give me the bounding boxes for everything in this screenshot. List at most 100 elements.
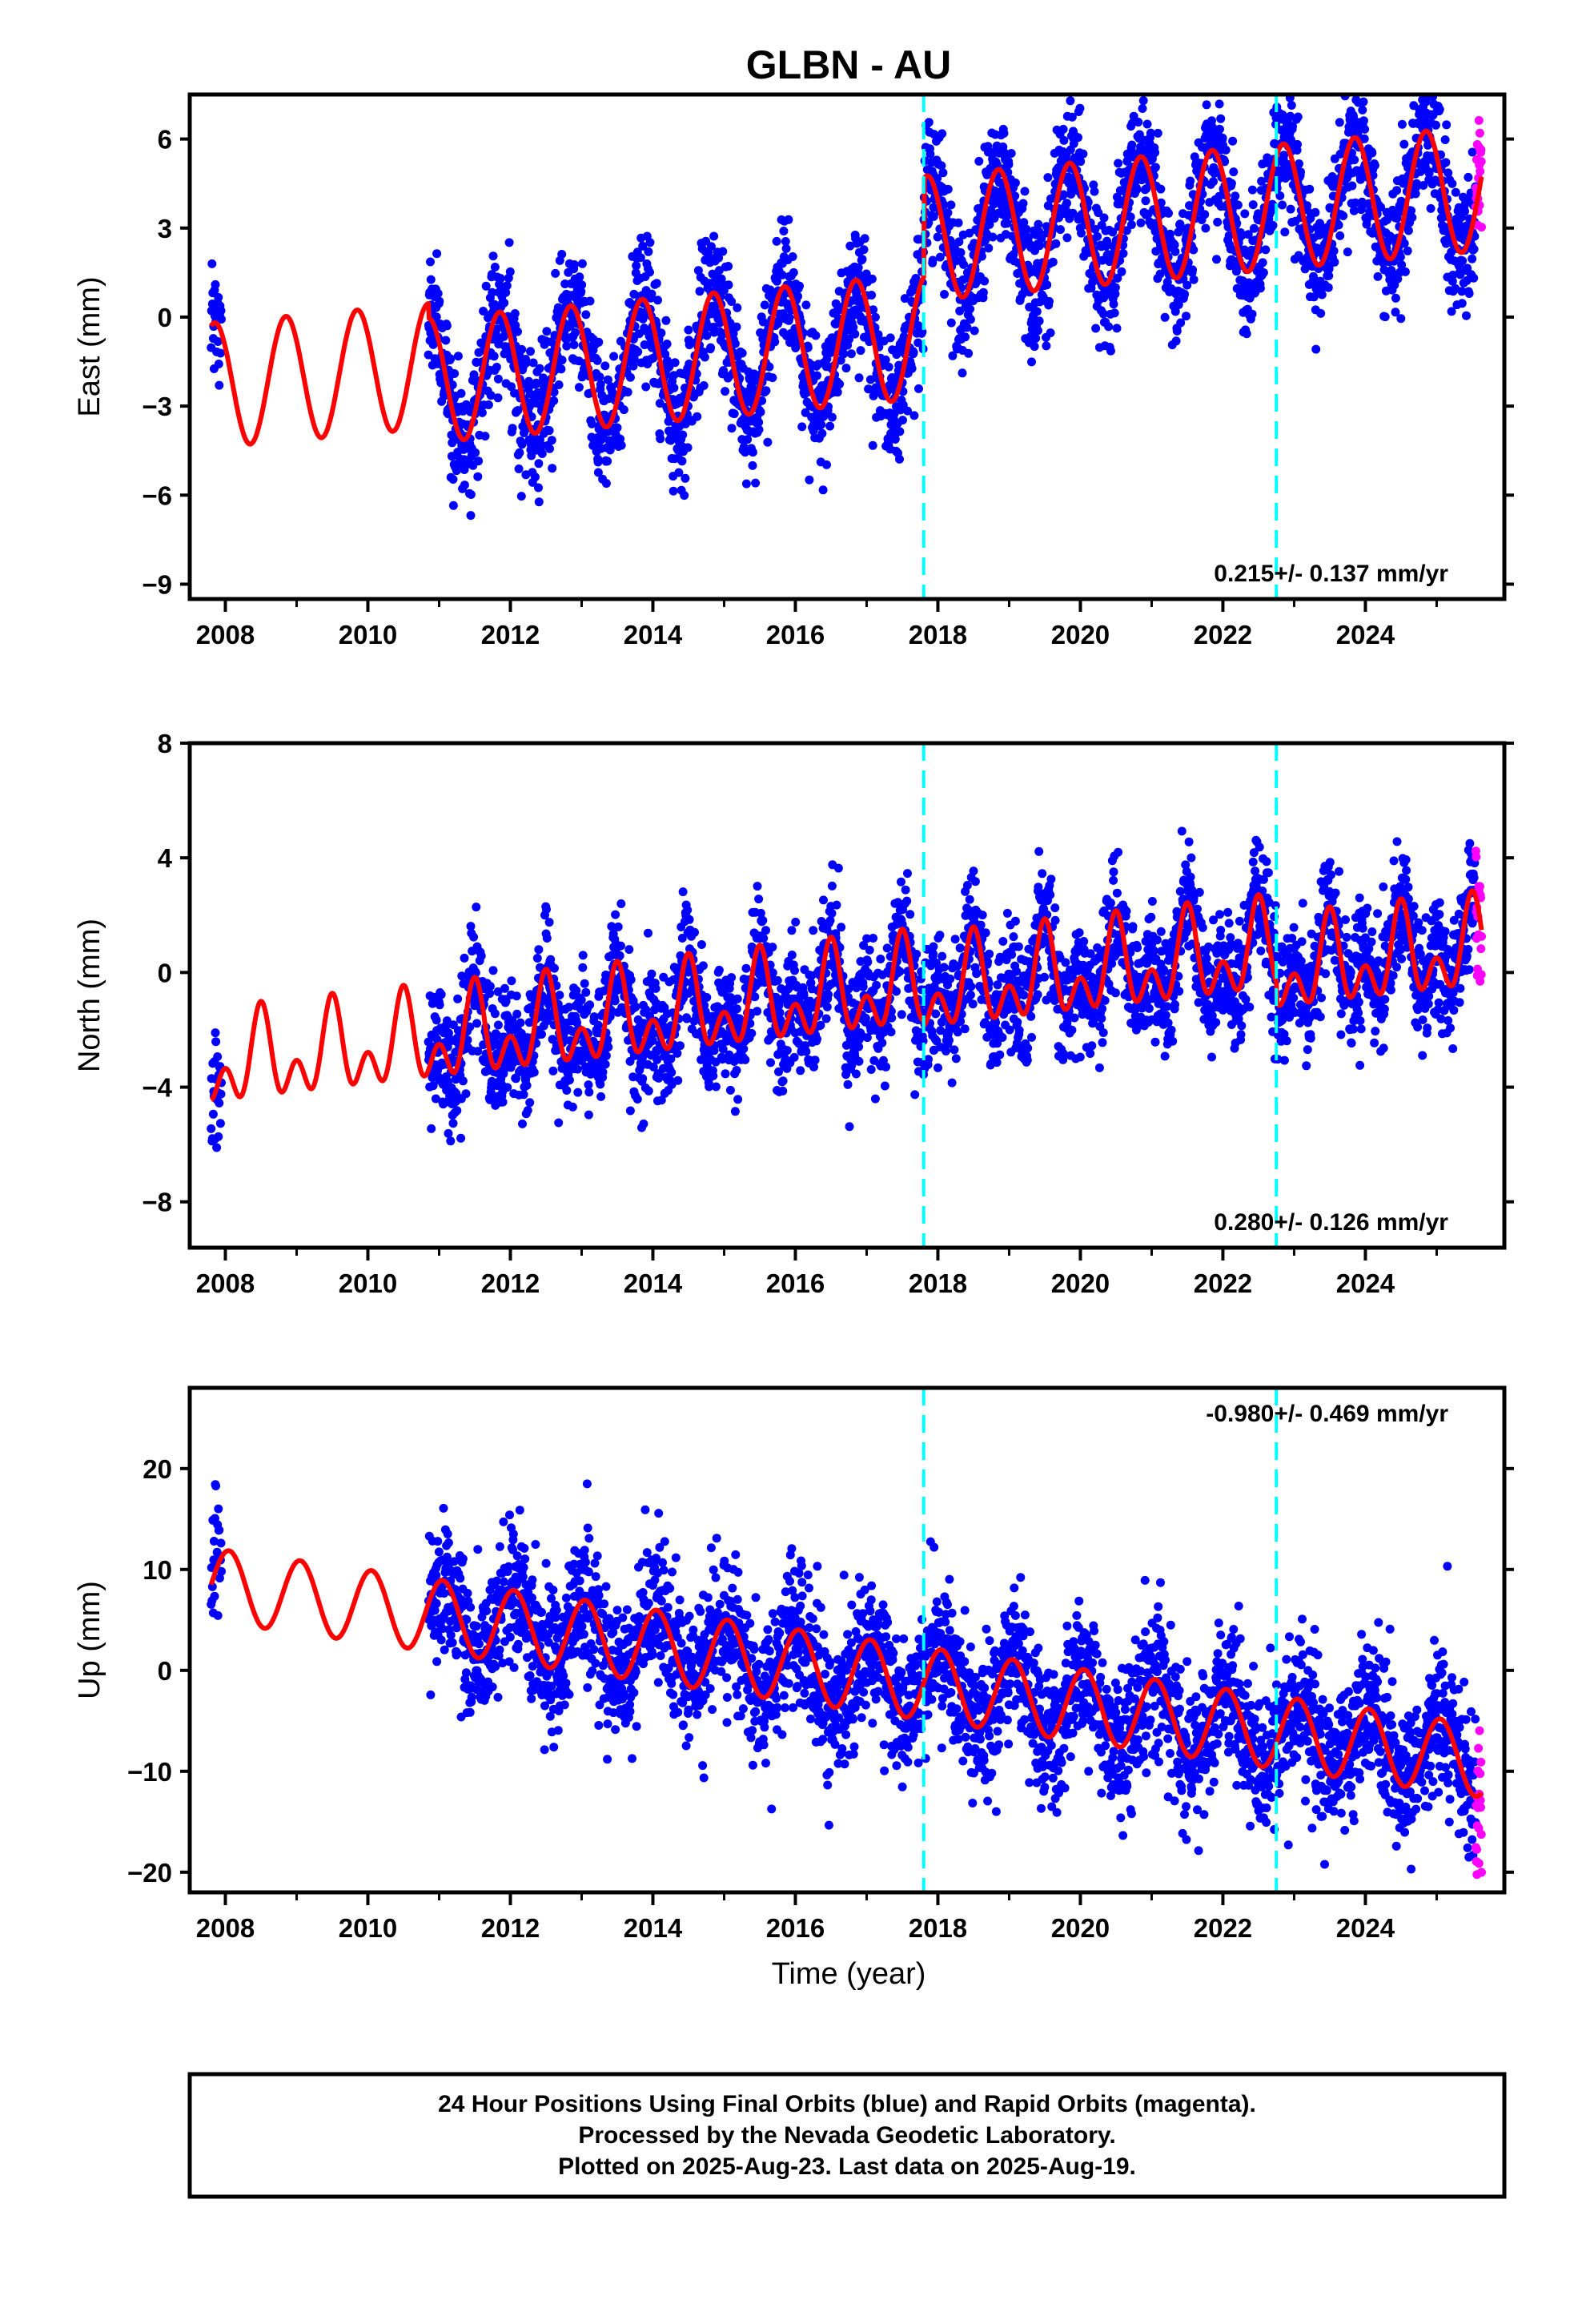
final-orbit-point	[632, 261, 641, 271]
final-orbit-point	[472, 903, 481, 912]
final-orbit-point	[458, 1076, 468, 1086]
final-orbit-point	[857, 255, 867, 264]
final-orbit-point	[931, 1009, 941, 1019]
final-orbit-point	[1305, 184, 1315, 194]
final-orbit-point	[1242, 329, 1251, 339]
final-orbit-point	[562, 341, 572, 351]
final-orbit-point	[1373, 271, 1383, 281]
final-orbit-point	[215, 348, 225, 358]
final-orbit-point	[214, 1132, 223, 1141]
final-orbit-point	[714, 266, 724, 275]
final-orbit-point	[1330, 257, 1339, 267]
final-orbit-point	[706, 343, 716, 352]
final-orbit-point	[1329, 246, 1339, 255]
final-orbit-point	[544, 918, 554, 927]
final-orbit-point	[512, 991, 521, 1001]
final-orbit-point	[616, 440, 626, 450]
final-orbit-point	[1059, 135, 1069, 145]
final-orbit-point	[557, 356, 567, 365]
final-orbit-point	[821, 1014, 831, 1023]
final-orbit-point	[1117, 267, 1126, 276]
final-orbit-point	[1415, 79, 1424, 88]
final-orbit-point	[641, 382, 651, 392]
final-orbit-point	[593, 457, 603, 467]
final-orbit-point	[732, 1004, 741, 1014]
final-orbit-point	[603, 456, 612, 466]
final-orbit-point	[504, 238, 514, 247]
final-orbit-point	[452, 1106, 462, 1116]
final-orbit-point	[1160, 312, 1170, 322]
final-orbit-point	[448, 501, 458, 510]
final-orbit-point	[727, 424, 737, 433]
final-orbit-point	[782, 1046, 792, 1055]
final-orbit-point	[595, 372, 604, 382]
final-orbit-point	[216, 306, 226, 316]
final-orbit-point	[725, 1085, 735, 1095]
final-orbit-point	[488, 966, 498, 975]
final-orbit-point	[531, 472, 540, 482]
final-orbit-point	[215, 1119, 225, 1128]
final-orbit-point	[841, 364, 851, 373]
final-orbit-point	[600, 1059, 610, 1069]
final-orbit-point	[790, 966, 799, 975]
final-orbit-point	[428, 340, 438, 349]
final-orbit-point	[578, 951, 588, 960]
final-orbit-point	[765, 362, 774, 372]
final-orbit-point	[1056, 225, 1065, 235]
final-orbit-point	[680, 491, 689, 501]
final-orbit-point	[469, 932, 479, 942]
final-orbit-point	[787, 926, 797, 935]
y-tick-label: −6	[142, 480, 172, 510]
final-orbit-point	[536, 440, 546, 450]
final-orbit-point	[1138, 96, 1148, 106]
final-orbit-point	[1397, 119, 1407, 129]
final-orbit-point	[1464, 289, 1474, 298]
final-orbit-point	[1077, 228, 1086, 238]
y-tick-label: 0	[158, 303, 172, 332]
final-orbit-point	[924, 118, 934, 127]
final-orbit-point	[1110, 283, 1120, 292]
final-orbit-point	[824, 990, 833, 999]
final-orbit-point	[1034, 326, 1042, 336]
final-orbit-point	[753, 882, 762, 891]
final-orbit-point	[424, 350, 433, 360]
final-orbit-point	[1186, 176, 1195, 186]
final-orbit-point	[571, 328, 580, 337]
final-orbit-point	[693, 266, 703, 275]
final-orbit-point	[537, 1030, 546, 1039]
final-orbit-point	[1051, 239, 1061, 248]
final-orbit-point	[485, 982, 495, 991]
final-orbit-point	[460, 480, 469, 490]
final-orbit-point	[435, 296, 444, 306]
final-orbit-point	[484, 400, 493, 409]
final-orbit-point	[719, 366, 729, 376]
final-orbit-point	[1286, 204, 1295, 214]
final-orbit-point	[777, 270, 787, 279]
final-orbit-point	[683, 443, 693, 452]
final-orbit-point	[761, 926, 770, 935]
final-orbit-point	[647, 969, 656, 979]
final-orbit-point	[697, 940, 706, 949]
final-orbit-point	[1156, 184, 1166, 194]
final-orbit-point	[1099, 213, 1109, 223]
final-orbit-point	[498, 1097, 508, 1107]
final-orbit-point	[453, 352, 463, 361]
final-orbit-point	[615, 951, 624, 960]
final-orbit-point	[217, 315, 226, 324]
final-orbit-point	[881, 1062, 891, 1072]
final-orbit-point	[532, 379, 541, 388]
final-orbit-point	[593, 1020, 603, 1030]
final-orbit-point	[895, 454, 904, 464]
final-orbit-point	[644, 247, 653, 256]
final-orbit-point	[644, 928, 652, 938]
final-orbit-point	[507, 976, 516, 986]
final-orbit-point	[448, 380, 457, 390]
final-orbit-point	[727, 297, 737, 306]
final-orbit-point	[636, 253, 645, 263]
final-orbit-point	[1153, 128, 1162, 138]
final-orbit-point	[1202, 100, 1211, 110]
final-orbit-point	[625, 1106, 635, 1116]
final-orbit-point	[758, 915, 768, 925]
